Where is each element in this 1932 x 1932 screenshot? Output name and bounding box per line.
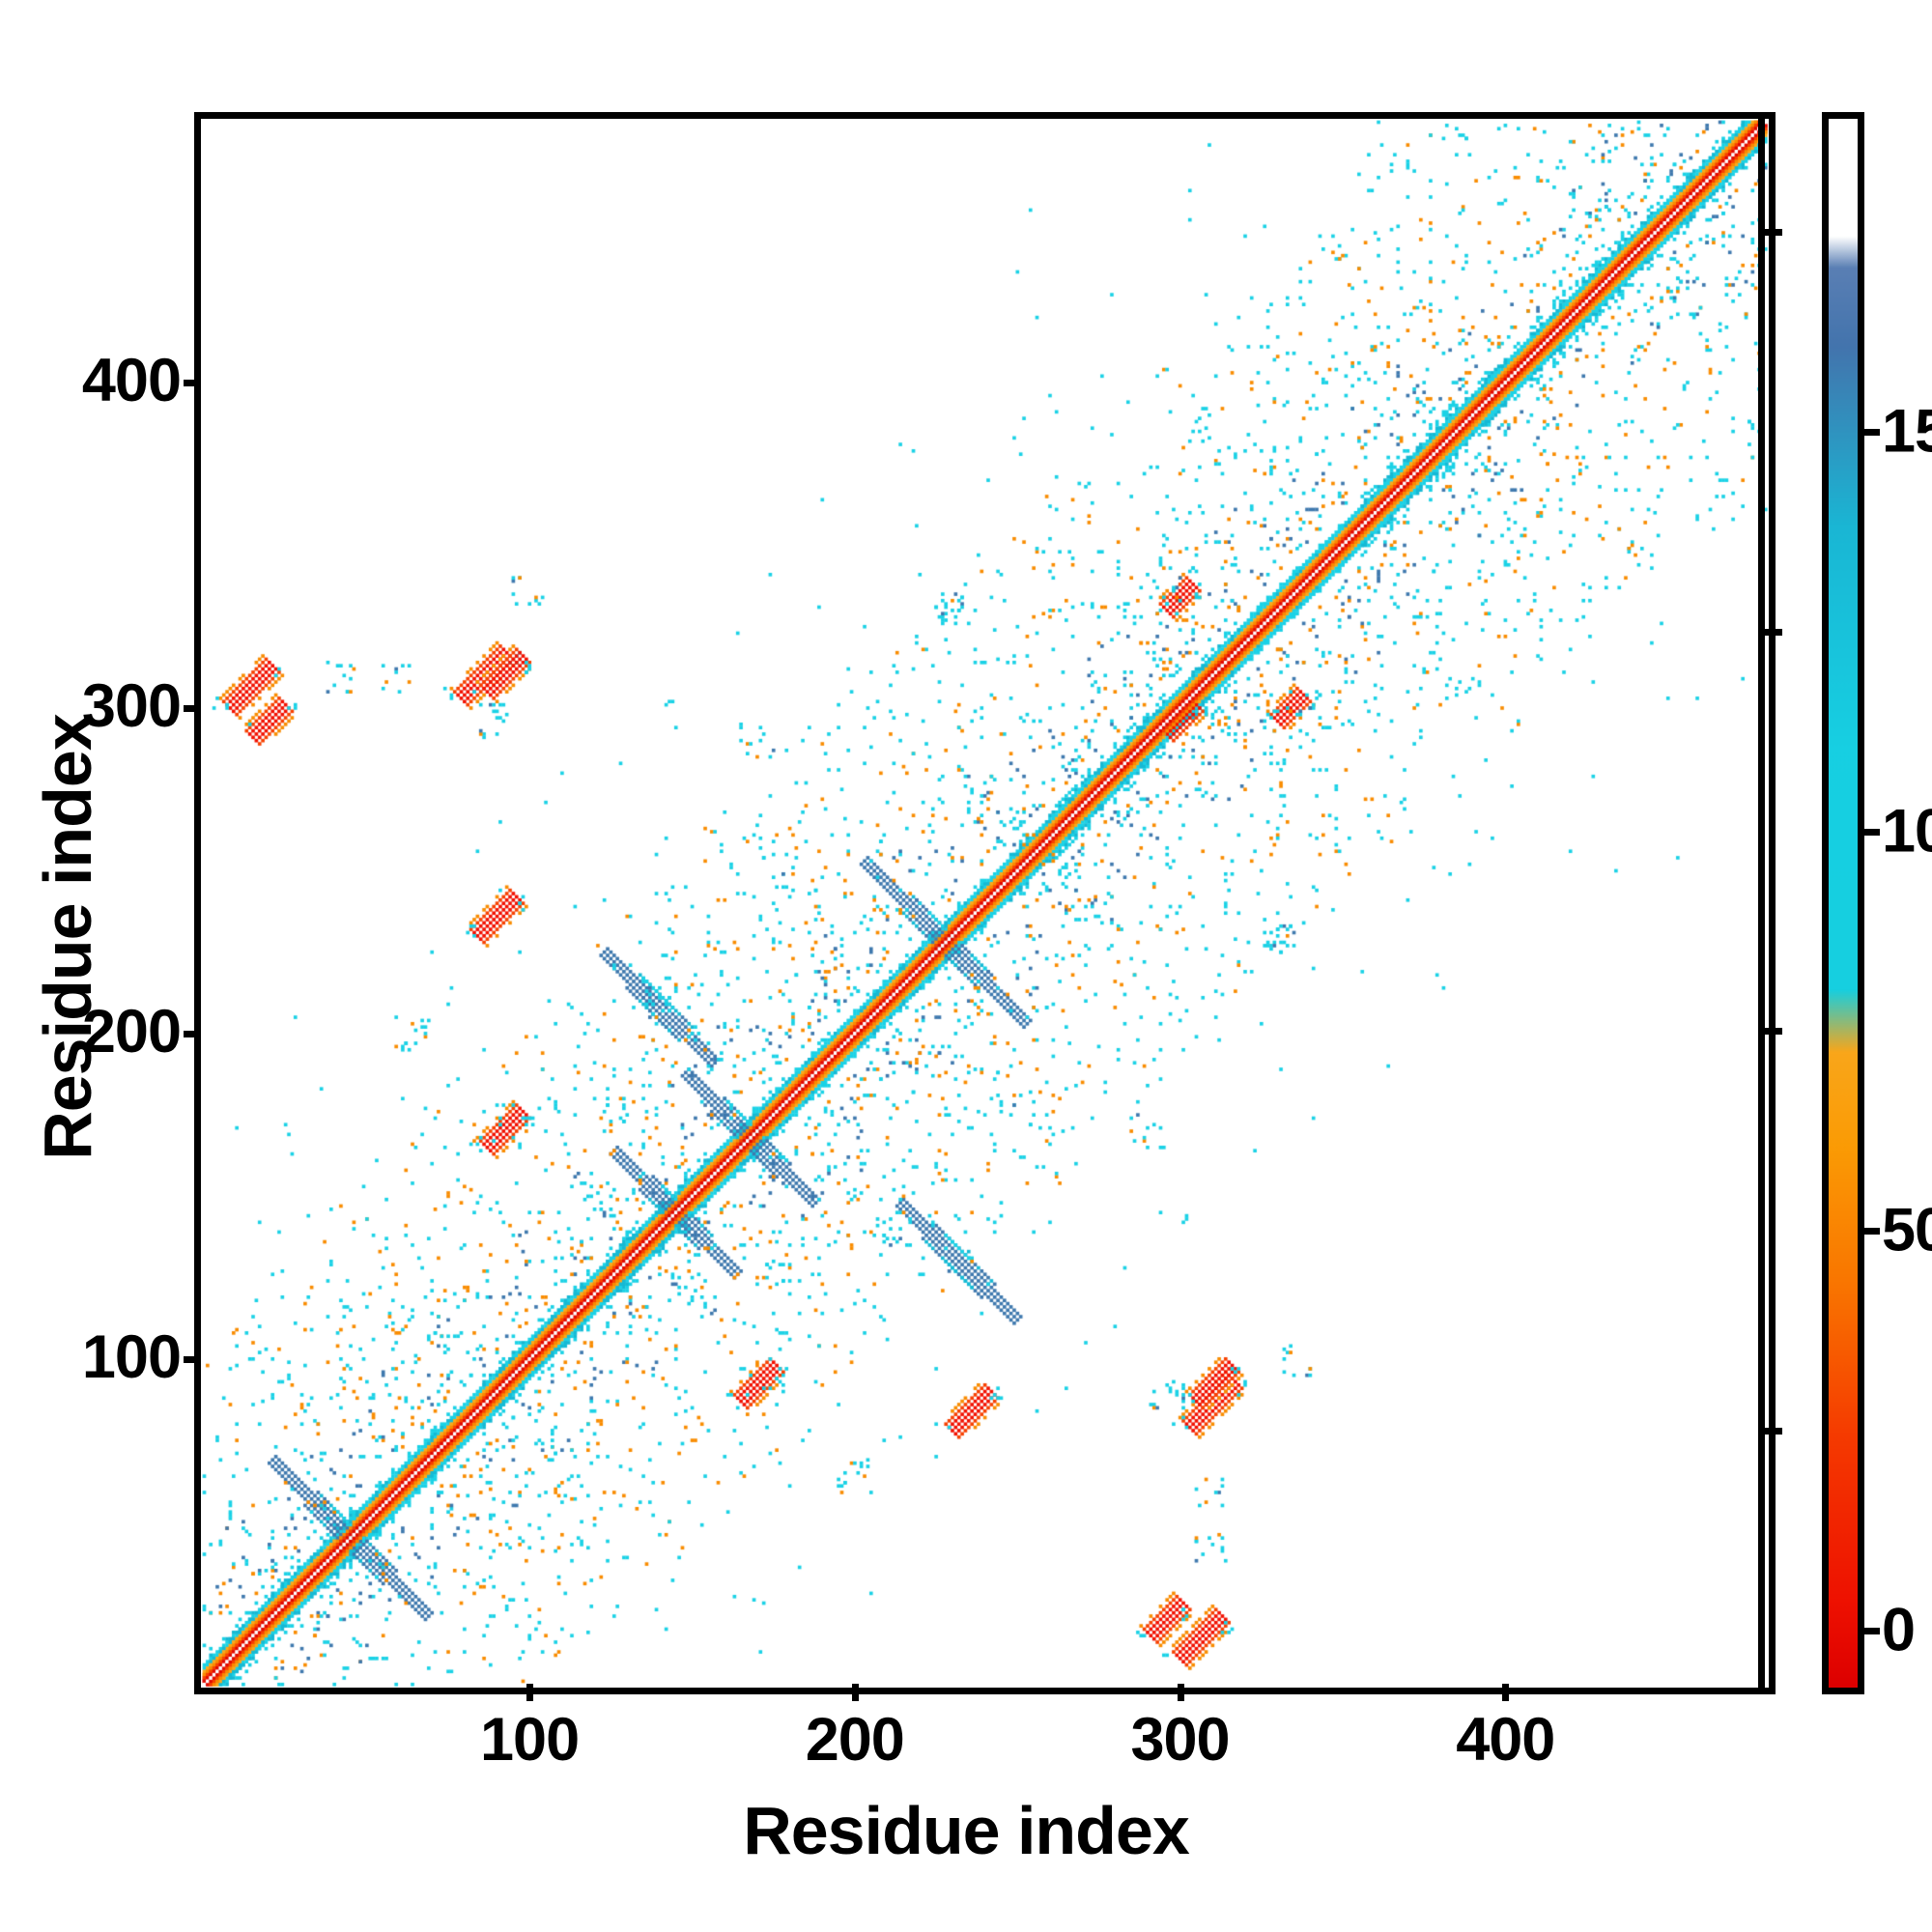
colorbar-tick-label: 0 [1882, 1596, 1916, 1664]
x-tick-label: 300 [1130, 1706, 1230, 1774]
colorbar-tick-label: 150 [1882, 397, 1932, 466]
colorbar-minor-tick [1765, 628, 1782, 636]
x-tick-mark [1177, 1684, 1184, 1701]
x-tick-label: 200 [805, 1706, 905, 1774]
x-tick-mark [526, 1684, 534, 1701]
x-tick-label: 100 [480, 1706, 580, 1774]
colorbar-tick-label: 100 [1882, 797, 1932, 866]
y-tick-mark [184, 1030, 201, 1037]
y-tick-mark [184, 1355, 201, 1363]
colorbar-outer-axis [1758, 112, 1822, 1694]
y-tick-label: 100 [81, 1322, 182, 1391]
colorbar-minor-tick [1765, 229, 1782, 237]
x-tick-mark [851, 1684, 859, 1701]
x-axis-title: Residue index [743, 1793, 1190, 1868]
colorbar-tick-mark [1864, 828, 1880, 836]
x-tick-mark [1502, 1684, 1510, 1701]
colorbar-group: 0 50 100 150 [1758, 112, 1932, 1694]
colorbar-minor-tick [1765, 1028, 1782, 1036]
y-axis-title: Residue index [30, 714, 105, 1160]
colorbar-tick-mark [1864, 1627, 1880, 1634]
colorbar-minor-tick [1765, 1428, 1782, 1435]
colorbar-gradient [1829, 119, 1858, 1688]
contact-map-plot-area [194, 112, 1776, 1694]
x-tick-label: 400 [1456, 1706, 1555, 1774]
colorbar-tick-label: 50 [1882, 1196, 1932, 1264]
y-tick-mark [184, 704, 201, 712]
colorbar [1822, 112, 1864, 1694]
colorbar-tick-mark [1864, 1228, 1880, 1236]
colorbar-tick-mark [1864, 428, 1880, 436]
y-tick-label: 300 [81, 671, 182, 740]
y-tick-label: 400 [81, 346, 182, 414]
contact-map-canvas [201, 119, 1769, 1688]
y-tick-mark [184, 379, 201, 386]
y-tick-label: 200 [81, 997, 182, 1065]
